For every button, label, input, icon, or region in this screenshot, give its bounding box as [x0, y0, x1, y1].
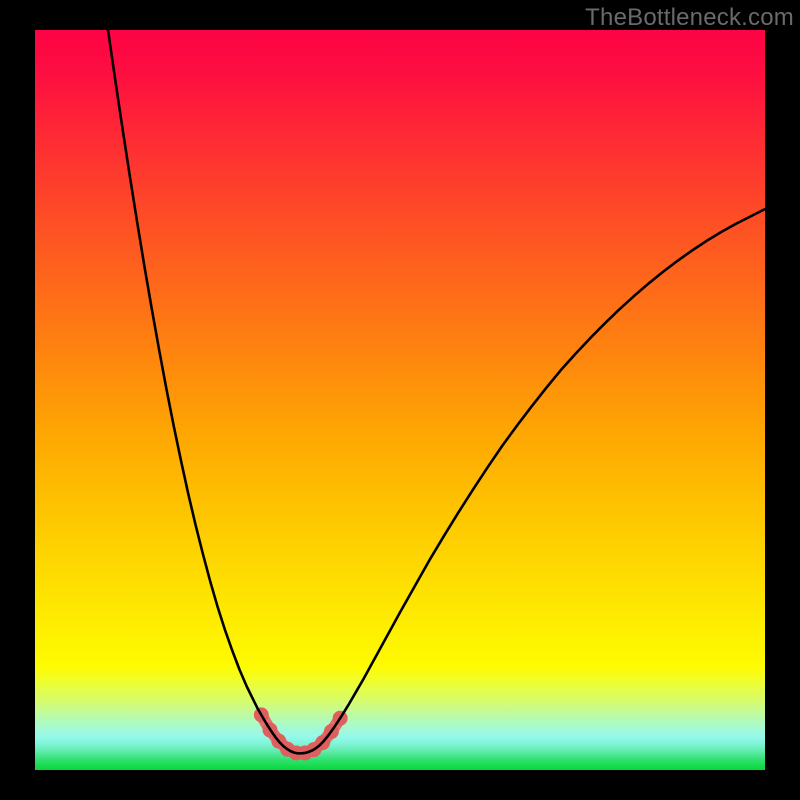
chart-svg — [0, 0, 800, 800]
stage: TheBottleneck.com — [0, 0, 800, 800]
plot-background — [35, 30, 765, 770]
